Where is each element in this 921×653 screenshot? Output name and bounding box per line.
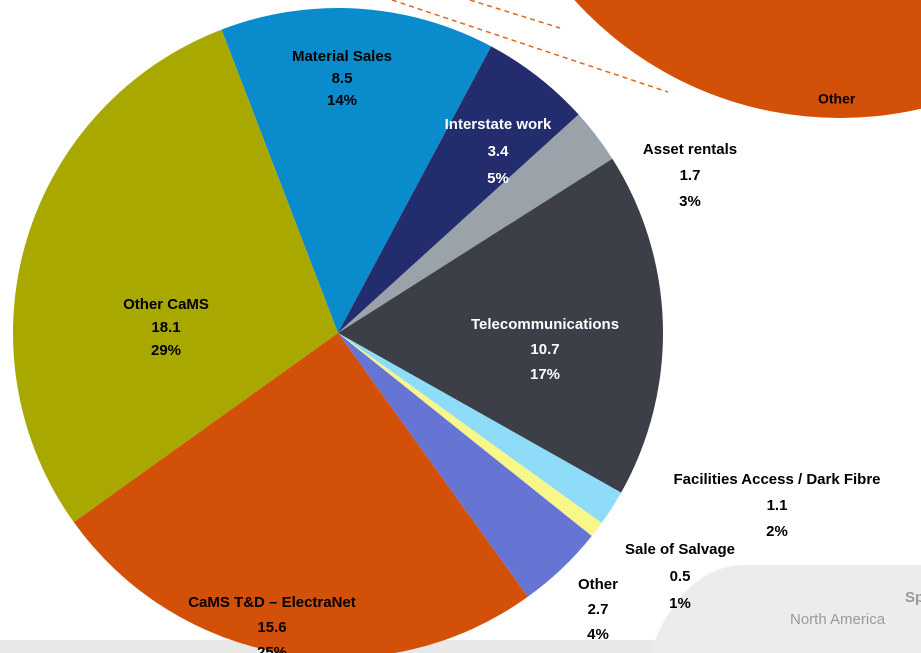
value-label: 1.7 — [680, 167, 701, 184]
slice-label: Other CaMS — [123, 296, 209, 313]
slice-label: Asset rentals — [643, 141, 737, 158]
value-label: 0.5 — [670, 568, 691, 585]
pie-slice — [221, 8, 492, 334]
percent-label: 4% — [587, 626, 609, 643]
slice-label: Telecommunications — [471, 316, 619, 333]
slice-label: Facilities Access / Dark Fibre — [673, 471, 880, 488]
percent-label: 25% — [257, 644, 287, 653]
pie-slice — [338, 333, 592, 597]
pie-slice — [13, 29, 339, 523]
footer-panel — [650, 565, 921, 653]
callout-label: Other — [818, 91, 856, 107]
pie-slice — [338, 46, 579, 333]
value-label: 2.7 — [588, 601, 609, 618]
percent-label: 3% — [679, 193, 701, 210]
pie-slice — [338, 333, 622, 523]
slice-label: CaMS T&D – ElectraNet — [188, 594, 356, 611]
slice-label: Interstate work — [445, 116, 552, 133]
percent-label: 5% — [487, 170, 509, 187]
percent-label: 17% — [530, 366, 560, 383]
value-label: 18.1 — [151, 319, 180, 336]
percent-label: 2% — [766, 523, 788, 540]
value-label: 1.1 — [767, 497, 788, 514]
callout-line — [469, 0, 561, 29]
value-label: 15.6 — [257, 619, 286, 636]
value-label: 3.4 — [488, 143, 510, 160]
value-label: 10.7 — [530, 341, 559, 358]
footer-title: Sp — [905, 589, 921, 606]
percent-label: 14% — [327, 92, 357, 109]
callout-line — [391, 0, 669, 93]
slice-label: Sale of Salvage — [625, 541, 735, 558]
callout-circle — [574, 0, 921, 118]
slice-label: Material Sales — [292, 48, 392, 65]
percent-label: 1% — [669, 595, 691, 612]
percent-label: 29% — [151, 342, 181, 359]
pie-slice — [338, 158, 663, 493]
value-label: 8.5 — [332, 70, 353, 87]
pie-slice — [338, 114, 613, 333]
pie-slice — [338, 333, 602, 537]
pie-slice — [73, 333, 528, 653]
slice-label: Other — [578, 576, 618, 593]
footer-subtitle: North America — [790, 611, 886, 628]
